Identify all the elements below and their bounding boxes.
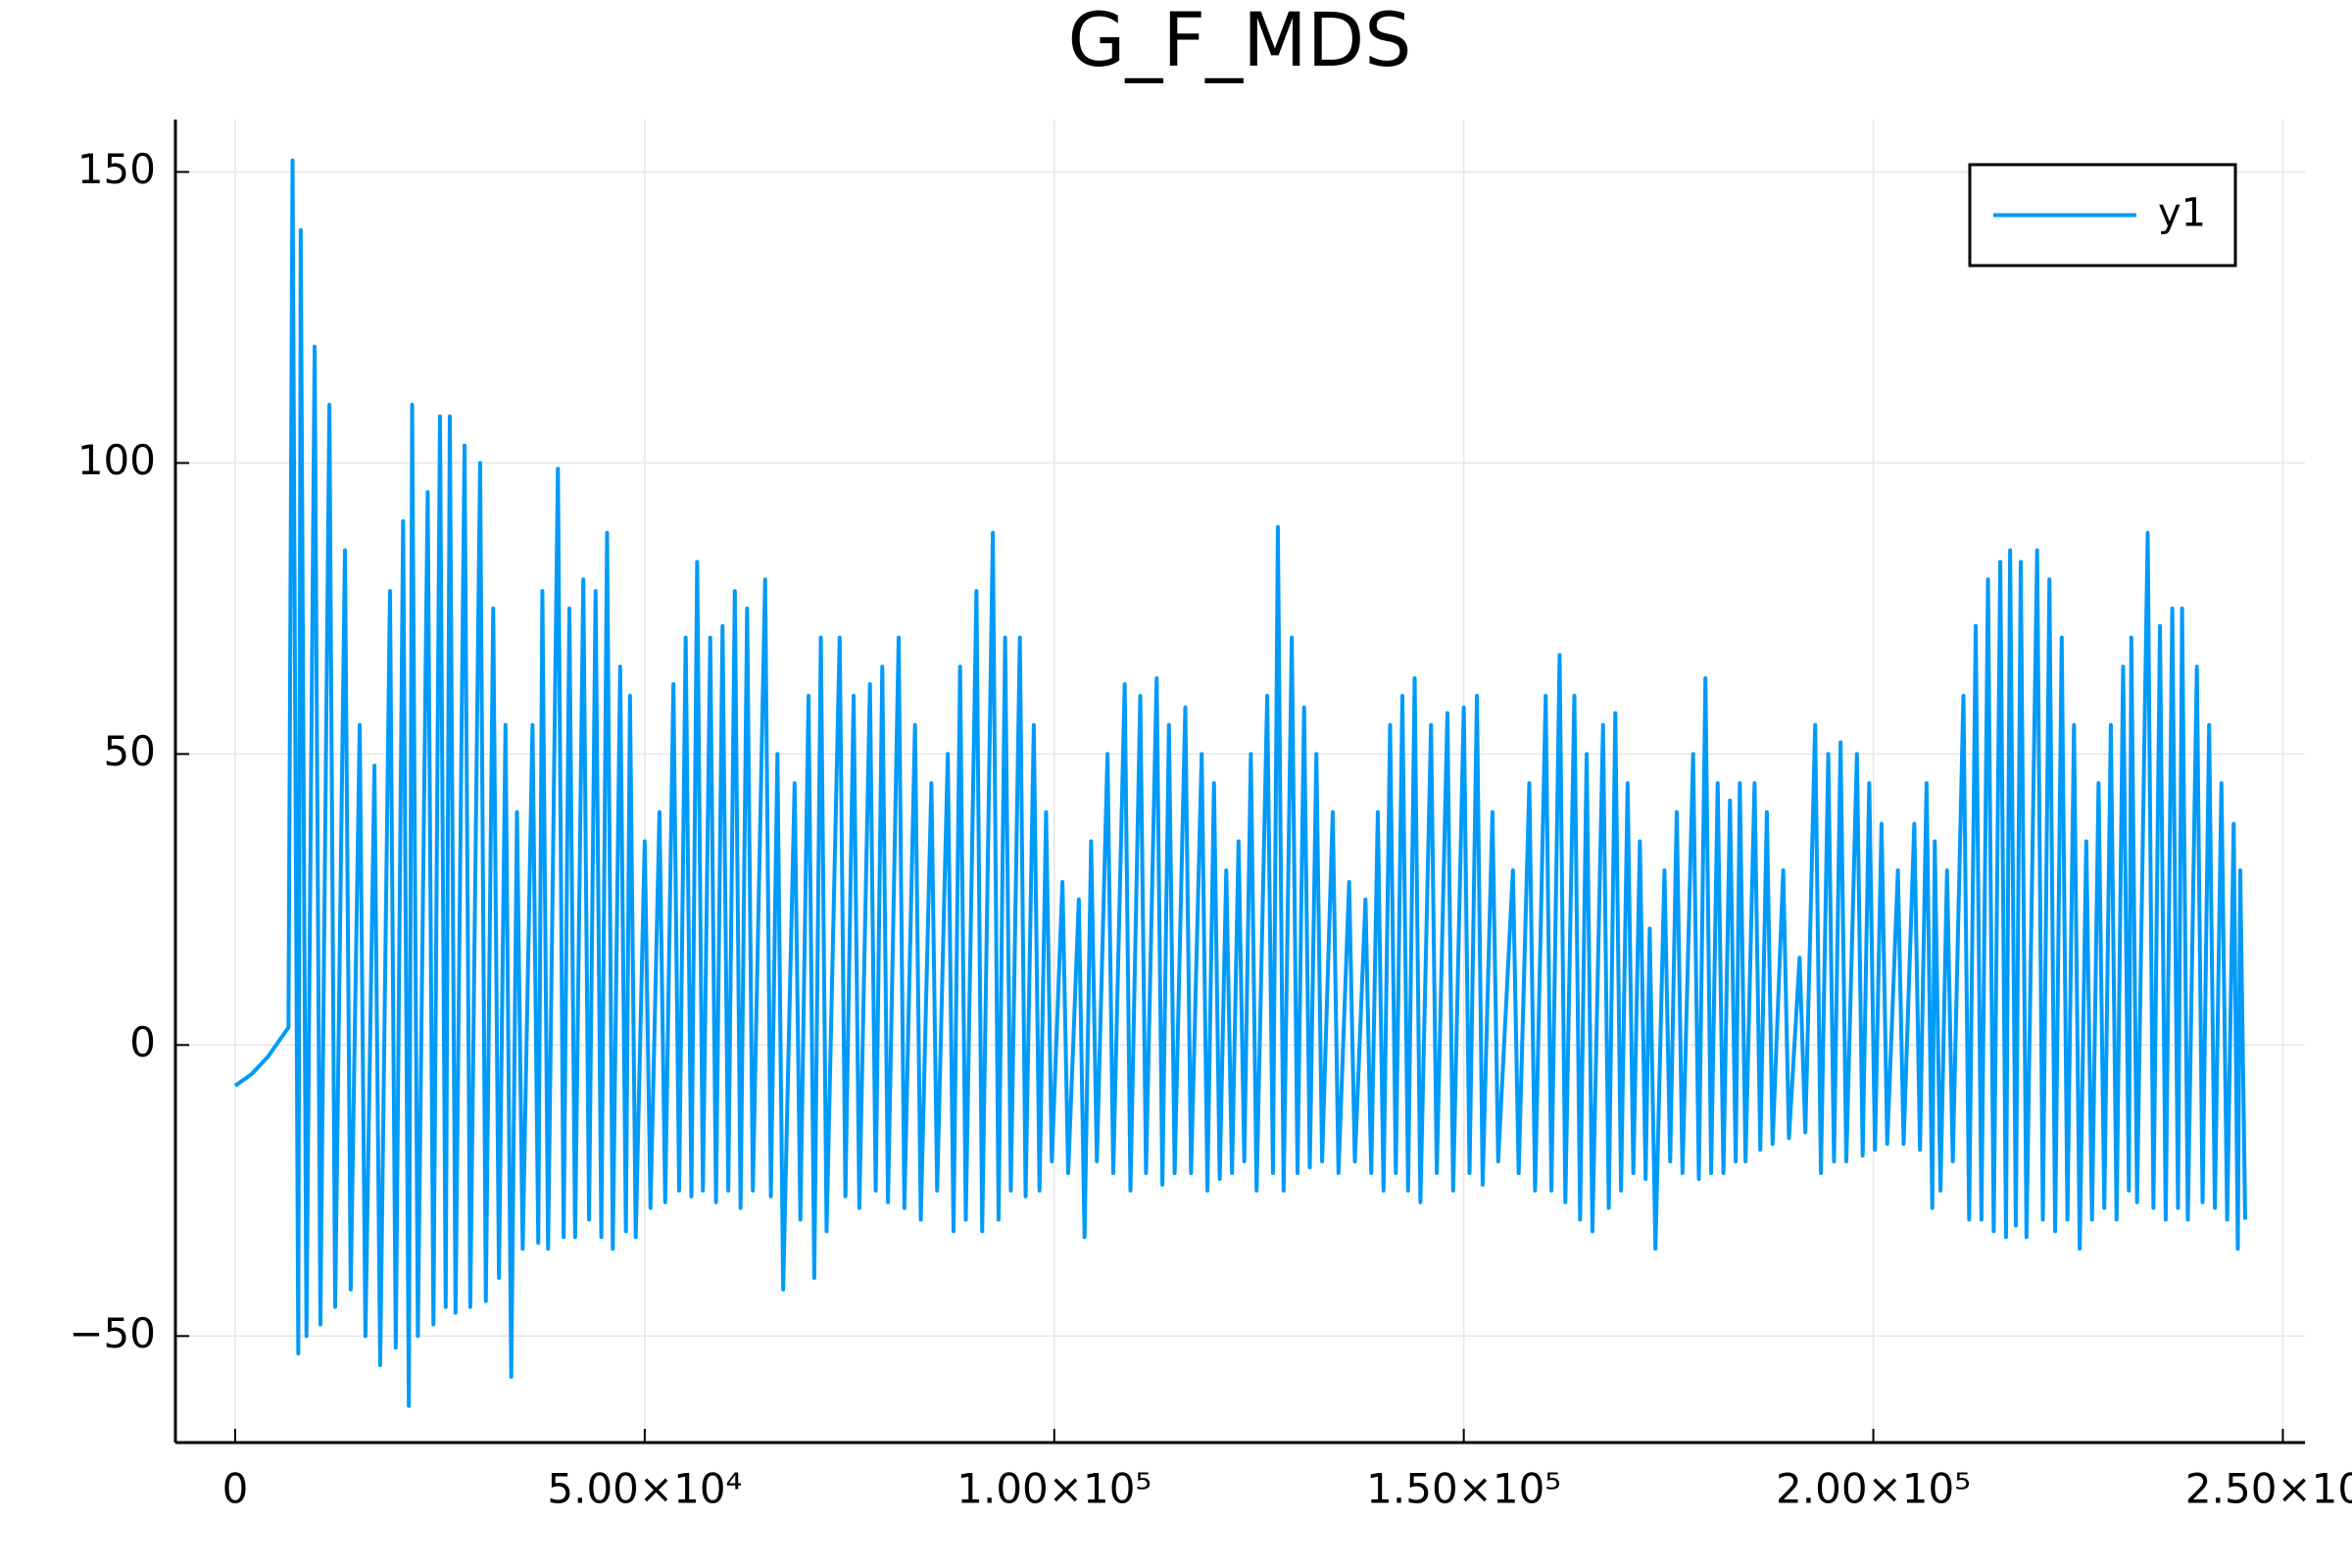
x-tick-label: 2.00×10⁵ bbox=[1776, 1465, 1971, 1513]
legend-label: y1 bbox=[2158, 191, 2206, 236]
x-tick-label: 1.00×10⁵ bbox=[956, 1465, 1152, 1513]
x-tick-label: 0 bbox=[222, 1465, 249, 1513]
y-tick-label: −50 bbox=[69, 1309, 156, 1357]
x-tick-label: 1.50×10⁵ bbox=[1366, 1465, 1561, 1513]
data-line bbox=[233, 158, 2247, 1408]
chart-title: G_F_MDS bbox=[1068, 0, 1412, 83]
x-tick-label: 2.50×10⁵ bbox=[2185, 1465, 2352, 1513]
y-tick-label: 150 bbox=[77, 145, 156, 193]
y-tick-label: 50 bbox=[104, 727, 156, 775]
y-tick-label: 0 bbox=[129, 1018, 156, 1066]
y-tick-label: 100 bbox=[77, 436, 156, 484]
x-tick-label: 5.00×10⁴ bbox=[547, 1465, 742, 1513]
